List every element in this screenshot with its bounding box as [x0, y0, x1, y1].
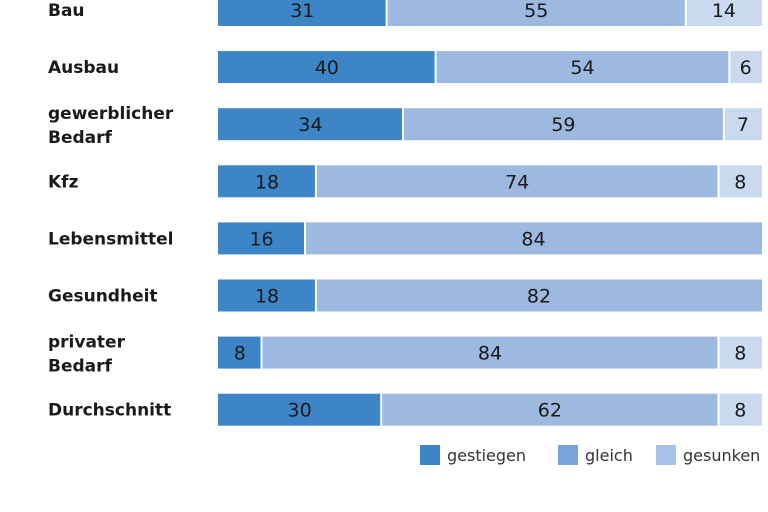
bar-segment-gesunken	[723, 108, 762, 141]
legend-swatch	[558, 445, 578, 465]
value-label: 40	[315, 57, 339, 79]
bar-segment-gesunken	[718, 393, 762, 426]
bar-segment-gestiegen	[218, 0, 387, 26]
segment-separator	[314, 279, 317, 312]
bar-segment-gleich	[386, 0, 686, 26]
category-label: Kfz	[48, 172, 79, 192]
segment-separator	[722, 108, 725, 141]
bar-segment-gestiegen	[218, 108, 403, 141]
value-label: 6	[740, 57, 752, 79]
bar-segment-gleich	[261, 336, 719, 369]
value-label: 54	[570, 57, 594, 79]
value-label: 62	[538, 400, 562, 422]
segment-separator	[260, 336, 263, 369]
bar-segment-gestiegen	[218, 51, 436, 84]
bar-segment-gestiegen	[218, 222, 306, 255]
legend-swatch	[420, 445, 440, 465]
bars: 31 55 14 40 54 6 34 59 7 18 74 8 16 84 18 82 8 84 8 30 62 8	[218, 0, 762, 426]
bar-segment-gestiegen	[218, 165, 316, 198]
value-label: 8	[734, 343, 746, 365]
bar-segment-gesunken	[729, 51, 762, 84]
value-label: 8	[734, 400, 746, 422]
segment-separator	[684, 0, 687, 26]
bar-segment-gesunken	[685, 0, 762, 26]
value-label: 18	[255, 286, 279, 308]
segment-separator	[385, 0, 388, 26]
bar-segment-gesunken	[718, 336, 762, 369]
category-label: Bau	[48, 1, 85, 21]
category-label: Lebensmittel	[48, 229, 173, 249]
value-label: 7	[737, 114, 749, 136]
legend: gestiegen gleich gesunken	[420, 445, 760, 465]
value-label: 16	[249, 228, 273, 250]
segment-separator	[717, 336, 720, 369]
segment-separator	[380, 393, 383, 426]
segment-separator	[717, 393, 720, 426]
value-label: 74	[505, 171, 529, 193]
bar-segment-gestiegen	[218, 393, 382, 426]
segment-separator	[717, 165, 720, 198]
value-label: 8	[734, 171, 746, 193]
value-label: 8	[234, 343, 246, 365]
value-label: 18	[255, 171, 279, 193]
bar-segment-gleich	[381, 393, 719, 426]
legend-swatch	[656, 445, 676, 465]
value-label: 31	[290, 0, 314, 22]
legend-label: gleich	[585, 446, 633, 465]
bar-segment-gleich	[315, 279, 762, 312]
value-label: 84	[478, 343, 502, 365]
segment-separator	[434, 51, 437, 84]
value-label: 84	[521, 228, 545, 250]
value-label: 34	[298, 114, 322, 136]
legend-label: gestiegen	[447, 446, 526, 465]
value-label: 59	[551, 114, 575, 136]
value-label: 30	[288, 400, 312, 422]
category-label: Ausbau	[48, 58, 119, 78]
value-label: 14	[712, 0, 736, 22]
segment-separator	[304, 222, 307, 255]
category-label: Durchschnitt	[48, 401, 171, 421]
bar-segment-gleich	[315, 165, 719, 198]
legend-label: gesunken	[683, 446, 760, 465]
value-label: 82	[527, 286, 551, 308]
bar-segment-gleich	[435, 51, 730, 84]
bar-segment-gleich	[305, 222, 762, 255]
category-label: privater Bedarf	[48, 333, 126, 377]
category-label: gewerblicher Bedarf	[48, 104, 174, 148]
bar-segment-gestiegen	[218, 336, 262, 369]
segment-separator	[401, 108, 404, 141]
value-label: 55	[524, 0, 548, 22]
bar-segment-gestiegen	[218, 279, 316, 312]
bar-segment-gesunken	[718, 165, 762, 198]
category-labels: Bau Ausbau gewerblicher Bedarf Kfz Lebensmitt…	[48, 1, 174, 421]
bar-segment-gleich	[402, 108, 724, 141]
category-label: Gesundheit	[48, 287, 158, 307]
segment-separator	[314, 165, 317, 198]
segment-separator	[728, 51, 731, 84]
